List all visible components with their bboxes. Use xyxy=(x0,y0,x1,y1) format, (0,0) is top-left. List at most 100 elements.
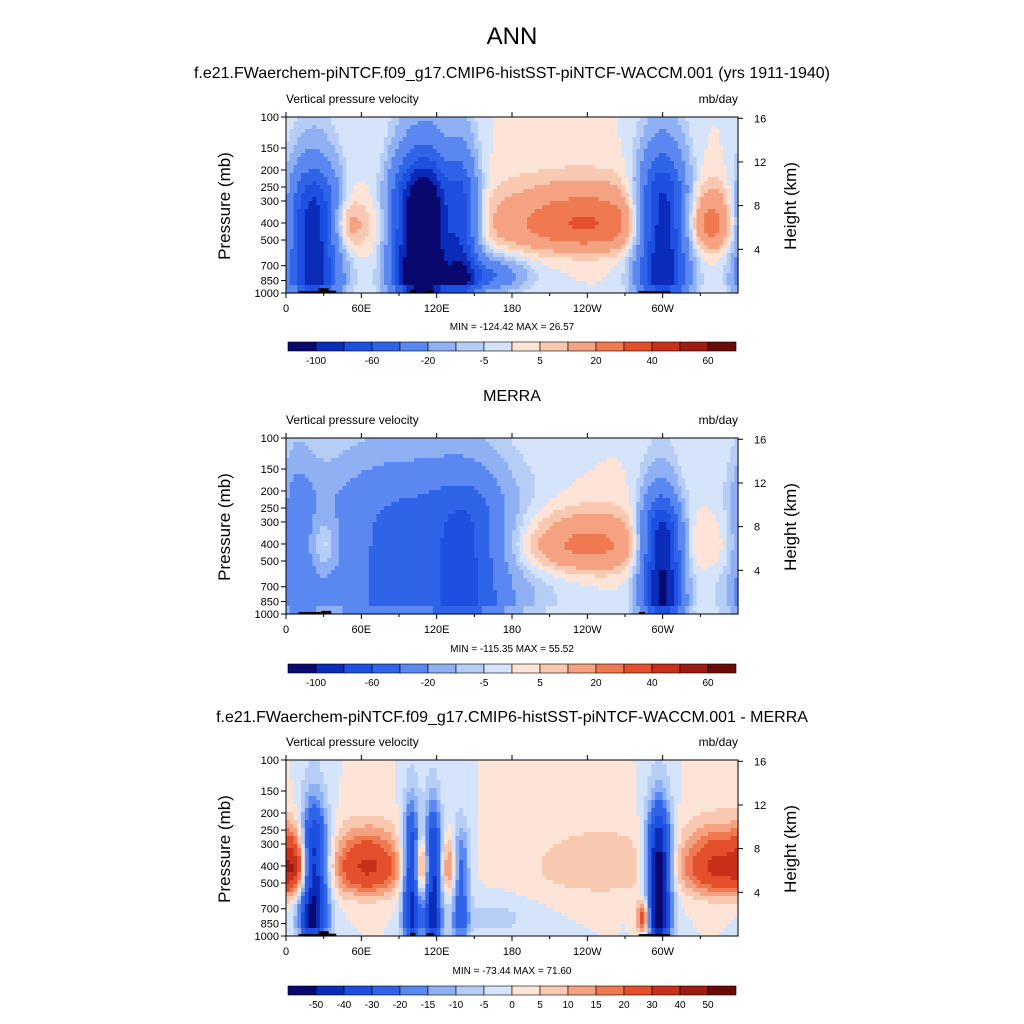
field-cell xyxy=(621,245,626,250)
field-cell xyxy=(350,209,355,214)
field-cell xyxy=(489,221,494,226)
field-cell xyxy=(447,265,453,270)
field-cell xyxy=(353,177,359,182)
field-cell xyxy=(523,185,528,190)
field-cell xyxy=(666,153,671,158)
field-cell xyxy=(395,181,400,186)
field-cell xyxy=(549,225,555,230)
field-cell xyxy=(478,165,483,170)
field-cell xyxy=(523,237,528,242)
field-cell xyxy=(353,253,359,258)
field-cell xyxy=(481,133,487,138)
field-cell xyxy=(545,189,551,194)
field-cell xyxy=(478,217,483,222)
field-cell xyxy=(696,153,701,158)
field-cell xyxy=(342,245,347,250)
field-cell xyxy=(481,209,487,214)
field-cell xyxy=(500,129,506,134)
field-cell xyxy=(440,233,445,238)
field-cell xyxy=(730,193,735,198)
field-cell xyxy=(481,229,487,234)
field-cell xyxy=(455,245,460,250)
field-cell xyxy=(579,141,585,146)
field-cell xyxy=(436,221,442,226)
field-cell xyxy=(636,201,641,206)
field-cell xyxy=(421,145,426,150)
field-cell xyxy=(372,281,377,286)
field-cell xyxy=(685,145,690,150)
field-cell xyxy=(301,221,306,226)
field-cell xyxy=(304,181,310,186)
field-cell xyxy=(594,201,600,206)
field-cell xyxy=(591,185,596,190)
field-cell xyxy=(406,145,411,150)
field-cell xyxy=(312,185,317,190)
field-cell xyxy=(508,149,513,154)
field-cell xyxy=(613,217,619,222)
field-cell xyxy=(289,177,295,182)
field-cell xyxy=(383,229,389,234)
field-cell xyxy=(673,233,679,238)
field-cell xyxy=(466,129,472,134)
field-cell xyxy=(312,249,317,254)
field-cell xyxy=(545,161,551,166)
field-cell xyxy=(670,205,675,210)
field-cell xyxy=(643,161,649,166)
field-cell xyxy=(673,217,679,222)
field-cell xyxy=(515,277,521,282)
field-cell xyxy=(722,173,728,178)
field-cell xyxy=(594,169,600,174)
field-cell xyxy=(689,185,694,190)
field-cell xyxy=(308,209,313,214)
field-cell xyxy=(286,153,291,158)
field-cell xyxy=(707,201,713,206)
field-cell xyxy=(549,149,555,154)
field-cell xyxy=(293,149,298,154)
field-cell xyxy=(410,177,415,182)
field-cell xyxy=(647,233,652,238)
field-cell xyxy=(346,241,351,246)
field-cell xyxy=(568,209,573,214)
field-cell xyxy=(628,245,634,250)
field-cell xyxy=(700,245,705,250)
field-cell xyxy=(542,173,547,178)
field-cell xyxy=(395,133,400,138)
field-cell xyxy=(474,161,479,166)
field-cell xyxy=(425,281,430,286)
field-cell xyxy=(730,277,735,282)
field-cell xyxy=(722,237,728,242)
field-cell xyxy=(609,269,615,274)
field-cell xyxy=(542,261,547,266)
field-cell xyxy=(643,185,649,190)
field-cell xyxy=(527,161,532,166)
field-cell xyxy=(689,145,694,150)
field-cell xyxy=(636,241,641,246)
field-cell xyxy=(515,177,521,182)
field-cell xyxy=(538,193,543,198)
field-cell xyxy=(602,153,607,158)
field-cell xyxy=(406,125,411,130)
field-cell xyxy=(293,137,298,142)
field-cell xyxy=(399,265,404,270)
field-cell xyxy=(568,121,573,126)
field-cell xyxy=(346,245,351,250)
field-cell xyxy=(677,117,683,122)
field-cell xyxy=(395,189,400,194)
field-cell xyxy=(346,153,351,158)
field-cell xyxy=(719,189,724,194)
field-cell xyxy=(583,169,588,174)
field-cell xyxy=(549,133,555,138)
field-cell xyxy=(564,157,570,162)
field-cell xyxy=(538,165,543,170)
field-cell xyxy=(485,177,490,182)
field-cell xyxy=(417,225,423,230)
field-cell xyxy=(719,141,724,146)
field-cell xyxy=(432,157,438,162)
field-cell xyxy=(365,125,370,130)
field-cell xyxy=(368,269,374,274)
field-cell xyxy=(429,201,434,206)
field-cell xyxy=(478,181,483,186)
field-cell xyxy=(493,157,498,162)
field-cell xyxy=(549,217,555,222)
field-cell xyxy=(579,229,585,234)
